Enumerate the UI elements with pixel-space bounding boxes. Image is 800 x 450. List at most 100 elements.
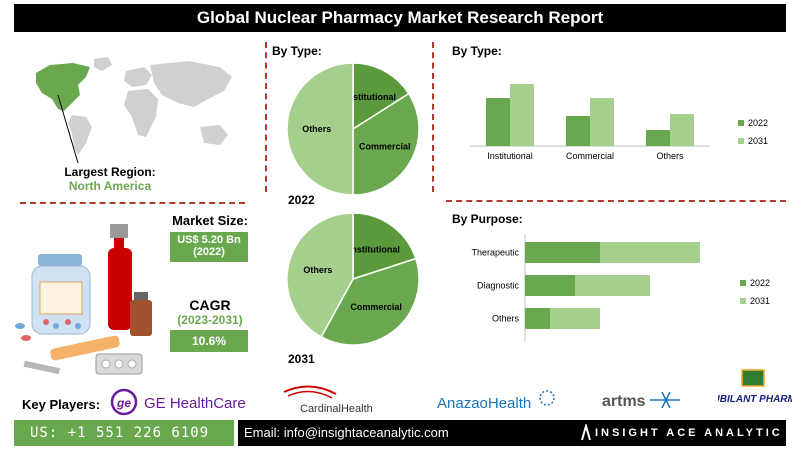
report-title: Global Nuclear Pharmacy Market Research … — [14, 4, 786, 32]
legend-label-2031: 2031 — [750, 296, 770, 306]
legend-label-2022: 2022 — [750, 278, 770, 288]
pill — [43, 319, 49, 325]
pie-slice-others — [286, 212, 354, 338]
artms-name: artms — [602, 393, 646, 410]
anazao-health-name: AnazaoHealth — [437, 395, 531, 412]
purpose-bar-title: By Purpose: — [452, 212, 523, 226]
divider-right — [432, 42, 434, 192]
market-size-label: Market Size: — [172, 213, 248, 228]
small-bottle — [130, 300, 152, 336]
pie-slice-label: Commercial — [359, 141, 411, 151]
bar-diagnostic-2031 — [575, 275, 650, 296]
y-tick-label: Diagnostic — [477, 281, 520, 291]
bar-therapeutic-2022 — [525, 242, 600, 263]
pie-chart-2022: Institutional Commercial Others — [286, 62, 420, 196]
purpose-bar-chart: Therapeutic Diagnostic Others 2022 2031 — [471, 234, 770, 341]
divider-left-horizontal — [20, 202, 245, 204]
x-tick-label: Commercial — [566, 151, 614, 161]
divider-left — [265, 42, 267, 192]
jubilant-emblem-icon — [741, 369, 765, 387]
bar-others-2022 — [646, 130, 670, 146]
spray-nozzle — [110, 224, 128, 238]
footer-brand: INSIGHT ACE ANALYTIC — [595, 427, 783, 439]
market-size-year: (2022) — [193, 246, 225, 258]
ointment-tube — [50, 335, 120, 361]
key-players-label: Key Players: — [22, 397, 101, 412]
map-europe — [124, 67, 152, 87]
pie-slice-institutional — [352, 62, 410, 131]
pie-chart-2031: Institutional Commercial Others — [286, 212, 420, 346]
bar-institutional-2022 — [486, 98, 510, 146]
ge-healthcare-name: GE HealthCare — [144, 395, 246, 412]
pie-slice-label: Institutional — [349, 245, 400, 255]
ge-monogram-icon — [110, 388, 138, 416]
map-greenland — [94, 57, 112, 71]
map-north-america — [36, 63, 90, 111]
pie-section-title: By Type: — [272, 44, 322, 58]
x-tick-label: Others — [656, 151, 684, 161]
pie-2031-caption: 2031 — [288, 352, 315, 366]
anazao-health-logo: AnazaoHealth — [437, 390, 555, 412]
cardinal-health-logo: CardinalHealth — [283, 385, 373, 415]
largest-region-value: North America — [68, 179, 152, 193]
cagr-box: 10.6% — [170, 330, 248, 352]
artms-atom-icon — [650, 391, 680, 409]
footer-email: Email: info@insightaceanalytic.com — [238, 420, 786, 446]
divider-right-horizontal — [446, 200, 786, 202]
pie-slice-commercial — [352, 92, 420, 196]
map-africa — [124, 89, 158, 137]
jubilant-pharma-name: JUBILANT PHARMA — [718, 394, 792, 405]
pill — [21, 335, 31, 341]
blister-pill — [127, 359, 137, 369]
legend-label-2031: 2031 — [748, 136, 768, 146]
bar-others-2022 — [525, 308, 550, 329]
y-tick-label: Therapeutic — [471, 248, 519, 258]
x-tick-label: Institutional — [487, 151, 533, 161]
bar-commercial-2022 — [566, 116, 590, 146]
legend-swatch-2022 — [738, 120, 744, 126]
bar-others-2031 — [670, 114, 694, 146]
syringe — [23, 360, 60, 375]
type-bar-title: By Type: — [452, 44, 502, 58]
map-south-america — [68, 115, 92, 155]
spray-neck — [114, 238, 124, 248]
legend-swatch-2022 — [740, 280, 746, 286]
pie-slice-label: Others — [303, 265, 332, 275]
insight-ace-logo-icon — [581, 424, 591, 441]
anazao-sun-icon — [539, 390, 555, 406]
market-size-box: US$ 5.20 Bn (2022) — [170, 232, 248, 262]
jar-label — [39, 281, 83, 315]
largest-region-label: Largest Region: — [64, 165, 156, 179]
blister-pill — [114, 359, 124, 369]
pharmacy-illustration — [15, 224, 152, 375]
cagr-label: CAGR — [189, 297, 231, 313]
bar-therapeutic-2031 — [600, 242, 700, 263]
blister-pill — [101, 359, 111, 369]
map-asia — [150, 61, 232, 107]
cagr-value: 10.6% — [191, 334, 227, 348]
bar-commercial-2031 — [590, 98, 614, 146]
svg-text:ge: ge — [116, 396, 131, 410]
cardinal-swoosh-icon — [283, 385, 337, 395]
pie-slice-commercial — [320, 257, 420, 346]
jar-lid — [38, 254, 82, 266]
pill — [75, 323, 81, 329]
pill — [65, 319, 71, 325]
legend-swatch-2031 — [740, 298, 746, 304]
y-tick-label: Others — [492, 314, 520, 324]
jubilant-pharma-logo: JUBILANT PHARMA — [718, 369, 792, 405]
type-bar-chart: Institutional Commercial Others 2022 2031 — [470, 84, 768, 161]
bar-others-2031 — [550, 308, 600, 329]
small-bottle-cap — [134, 292, 148, 300]
bar-diagnostic-2022 — [525, 275, 575, 296]
pie-slice-others — [286, 62, 354, 196]
pill — [15, 323, 25, 329]
footer-phone: US: +1 551 226 6109 — [14, 420, 234, 446]
legend-label-2022: 2022 — [748, 118, 768, 128]
ge-healthcare-logo: ge GE HealthCare — [110, 388, 246, 416]
world-map — [36, 57, 232, 164]
cardinal-health-name: CardinalHealth — [300, 403, 373, 415]
pie-slice-label: Commercial — [350, 302, 402, 312]
cagr-period: (2023-2031) — [177, 313, 243, 327]
map-australia — [200, 125, 228, 145]
